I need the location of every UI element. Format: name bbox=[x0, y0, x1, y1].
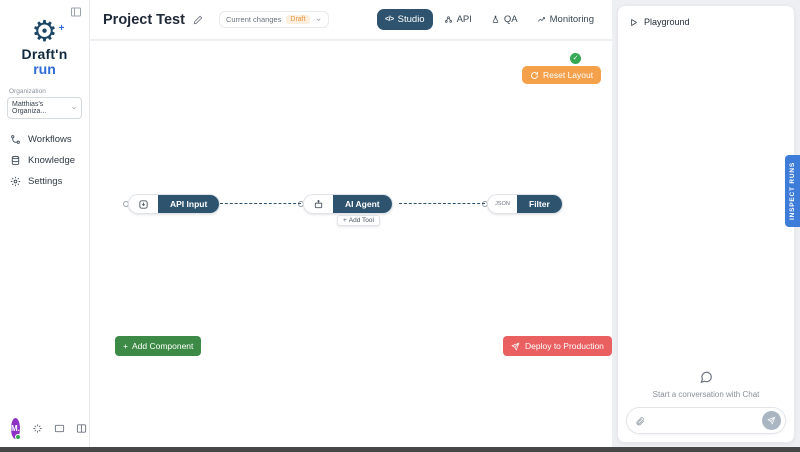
webhook-icon bbox=[444, 15, 453, 24]
tab-api[interactable]: API bbox=[436, 9, 480, 30]
tab-monitoring[interactable]: Monitoring bbox=[529, 9, 602, 30]
docs-icon[interactable] bbox=[76, 423, 87, 434]
sidebar-item-label: Workflows bbox=[28, 134, 72, 145]
deploy-label: Deploy to Production bbox=[525, 341, 604, 351]
page-title: Project Test bbox=[103, 11, 185, 28]
gear-icon bbox=[10, 176, 21, 187]
deploy-to-production-button[interactable]: Deploy to Production bbox=[503, 336, 612, 356]
version-selector[interactable]: Current changes Draft bbox=[218, 11, 329, 28]
avatar-initial: M. bbox=[11, 424, 20, 433]
app-logo: ⚙ + Draft'n run bbox=[0, 17, 89, 77]
sparkle-icon[interactable] bbox=[32, 423, 43, 434]
node-api-input[interactable]: API Input bbox=[128, 194, 221, 214]
chat-input-bar bbox=[626, 407, 786, 434]
draft-badge: Draft bbox=[286, 15, 310, 24]
workflow-canvas[interactable]: ✓ Reset Layout API Input AI Agent + A bbox=[90, 41, 612, 447]
json-icon: JSON bbox=[488, 195, 517, 213]
paperclip-icon[interactable] bbox=[635, 416, 645, 426]
trending-up-icon bbox=[537, 15, 546, 24]
organization-block: Organization Matthias's Organiza... bbox=[7, 88, 82, 119]
edit-title-icon[interactable] bbox=[193, 15, 203, 25]
node-filter[interactable]: JSON Filter bbox=[487, 194, 563, 214]
code-icon: </> bbox=[385, 16, 394, 23]
add-component-label: Add Component bbox=[131, 341, 194, 351]
reset-layout-label: Reset Layout bbox=[543, 70, 594, 80]
chat-input[interactable] bbox=[645, 416, 762, 425]
sidebar-item-settings[interactable]: Settings bbox=[0, 171, 89, 192]
chevron-down-icon bbox=[71, 105, 77, 111]
workflow-edge bbox=[399, 203, 485, 204]
rocket-icon bbox=[511, 341, 520, 351]
send-button[interactable] bbox=[762, 411, 781, 430]
robot-icon bbox=[304, 195, 333, 213]
window-bottom-edge bbox=[0, 447, 800, 452]
version-label: Current changes bbox=[225, 15, 282, 24]
tab-label: Monitoring bbox=[549, 14, 594, 25]
chat-empty-state: Start a conversation with Chat bbox=[652, 390, 760, 399]
tab-label: Studio bbox=[397, 14, 425, 25]
sidebar-item-label: Knowledge bbox=[28, 155, 76, 166]
flask-icon bbox=[491, 15, 500, 24]
node-ai-agent[interactable]: AI Agent bbox=[303, 194, 393, 214]
organization-value: Matthias's Organiza... bbox=[12, 101, 47, 115]
online-status-dot bbox=[14, 434, 21, 440]
node-label: API Input bbox=[158, 195, 220, 213]
sidebar: ⚙ + Draft'n run Organization Matthias's … bbox=[0, 0, 90, 447]
node-label: Filter bbox=[517, 195, 562, 213]
sidebar-nav: Workflows Knowledge Settings bbox=[0, 129, 89, 192]
api-input-icon bbox=[129, 195, 158, 213]
sidebar-item-workflows[interactable]: Workflows bbox=[0, 129, 89, 150]
node-label: AI Agent bbox=[333, 195, 392, 213]
chat-area: Start a conversation with Chat bbox=[626, 368, 786, 434]
chat-bubble-icon bbox=[699, 370, 713, 384]
play-icon bbox=[629, 18, 638, 27]
plus-icon: + bbox=[343, 217, 347, 224]
add-tool-button[interactable]: + Add Tool bbox=[337, 215, 380, 226]
feedback-icon[interactable] bbox=[54, 423, 65, 434]
tab-studio[interactable]: </> Studio bbox=[377, 9, 433, 30]
user-row: M. bbox=[11, 418, 86, 440]
refresh-icon bbox=[530, 71, 539, 80]
collapse-sidebar-icon[interactable] bbox=[70, 6, 82, 18]
database-icon bbox=[10, 155, 21, 166]
add-component-button[interactable]: + Add Component bbox=[115, 336, 202, 356]
gear-logo-icon: ⚙ + bbox=[31, 16, 65, 48]
organization-label: Organization bbox=[9, 88, 46, 95]
playground-title: Playground bbox=[644, 17, 690, 27]
inspect-runs-label: INSPECT RUNS bbox=[789, 162, 796, 220]
organization-select[interactable]: Matthias's Organiza... bbox=[7, 97, 82, 119]
inspect-runs-tab[interactable]: INSPECT RUNS bbox=[785, 155, 800, 227]
tab-label: QA bbox=[503, 14, 518, 25]
chevron-down-icon bbox=[315, 16, 322, 23]
avatar[interactable]: M. bbox=[11, 418, 21, 440]
main-tabs: </> Studio API QA Monitoring bbox=[377, 9, 602, 30]
plus-icon: + bbox=[123, 341, 128, 351]
reset-layout-button[interactable]: Reset Layout bbox=[522, 66, 602, 84]
tab-label: API bbox=[456, 14, 472, 25]
workflow-edge bbox=[220, 203, 301, 204]
saved-check-icon: ✓ bbox=[570, 53, 581, 64]
add-tool-label: Add Tool bbox=[348, 217, 374, 224]
sidebar-item-knowledge[interactable]: Knowledge bbox=[0, 150, 89, 171]
logo-text-top: Draft'n bbox=[21, 46, 68, 62]
playground-panel: Playground Start a conversation with Cha… bbox=[617, 5, 795, 443]
topbar: Project Test Current changes Draft </> S… bbox=[90, 0, 612, 40]
sidebar-item-label: Settings bbox=[28, 176, 63, 187]
spark-icon: + bbox=[58, 23, 65, 34]
workflows-icon bbox=[10, 134, 21, 145]
playground-header: Playground bbox=[618, 6, 794, 38]
send-icon bbox=[767, 416, 776, 425]
tab-qa[interactable]: QA bbox=[483, 9, 526, 30]
logo-text-bottom: run bbox=[33, 61, 56, 77]
